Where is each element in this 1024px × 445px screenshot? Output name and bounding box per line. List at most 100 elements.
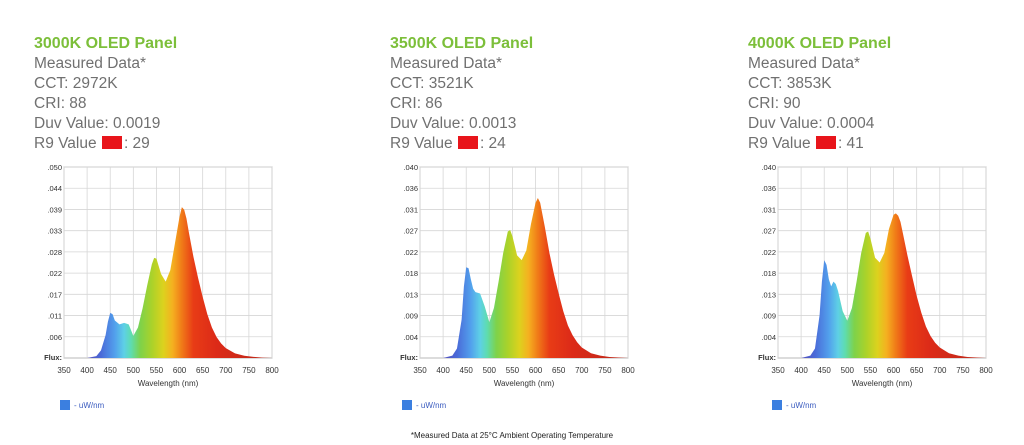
y-tick-label: .009 xyxy=(403,312,418,321)
legend-label: - uW/nm xyxy=(786,401,817,410)
y-tick-label: .028 xyxy=(47,248,62,257)
duv-value: Duv Value: 0.0013 xyxy=(390,115,517,132)
y-tick-label: .006 xyxy=(47,333,62,342)
r9-color-swatch xyxy=(457,136,478,149)
r9-value: : 24 xyxy=(479,135,506,152)
y-tick-label: .004 xyxy=(403,333,418,342)
cri-value: CRI: 86 xyxy=(390,95,443,112)
x-tick-label: 400 xyxy=(794,366,808,375)
y-tick-label: .017 xyxy=(47,290,62,299)
x-tick-label: 800 xyxy=(265,366,279,375)
y-tick-label: .027 xyxy=(761,227,776,236)
x-tick-label: 800 xyxy=(621,366,635,375)
legend-label: - uW/nm xyxy=(416,401,447,410)
x-tick-label: 600 xyxy=(529,366,543,375)
x-tick-label: 800 xyxy=(979,366,993,375)
x-tick-label: 550 xyxy=(150,366,164,375)
cct-value: CCT: 3853K xyxy=(748,75,832,92)
r9-row: R9 Value : 41 xyxy=(748,134,891,154)
x-tick-label: 450 xyxy=(818,366,832,375)
x-tick-label: 650 xyxy=(910,366,924,375)
footnote: *Measured Data at 25°C Ambient Operating… xyxy=(410,431,614,440)
spectrum-area xyxy=(77,207,272,358)
spectrum-area xyxy=(791,213,986,358)
x-tick-label: 700 xyxy=(219,366,233,375)
x-tick-label: 350 xyxy=(413,366,427,375)
r9-color-swatch xyxy=(101,136,122,149)
y-tick-label: .033 xyxy=(47,227,62,236)
legend-swatch xyxy=(772,400,782,410)
measured-label: Measured Data* xyxy=(390,55,503,72)
y-tick-label: .022 xyxy=(47,269,62,278)
y-tick-label: .040 xyxy=(761,163,776,172)
x-tick-label: 450 xyxy=(104,366,118,375)
x-tick-label: 700 xyxy=(575,366,589,375)
cct-value: CCT: 3521K xyxy=(390,75,474,92)
y-tick-label: .011 xyxy=(48,312,62,321)
y-tick-label: .013 xyxy=(761,290,776,299)
measured-label: Measured Data* xyxy=(34,55,147,72)
x-tick-label: 600 xyxy=(887,366,901,375)
panel-3500k: 3500K OLED Panel Measured Data* CCT: 352… xyxy=(390,0,720,430)
panel-title: 3500K OLED Panel xyxy=(390,35,534,52)
x-tick-label: 500 xyxy=(483,366,497,375)
cct-value: CCT: 2972K xyxy=(34,75,118,92)
x-tick-label: 550 xyxy=(506,366,520,375)
y-axis-label: Flux: xyxy=(400,353,418,362)
r9-value: : 41 xyxy=(837,135,864,152)
x-axis-label: Wavelength (nm) xyxy=(138,379,199,388)
x-tick-label: 700 xyxy=(933,366,947,375)
duv-value: Duv Value: 0.0004 xyxy=(748,115,875,132)
x-axis-label: Wavelength (nm) xyxy=(852,379,913,388)
r9-label: R9 Value xyxy=(390,135,453,152)
x-tick-label: 500 xyxy=(841,366,855,375)
y-axis-label: Flux: xyxy=(44,353,62,362)
y-axis-label: Flux: xyxy=(758,353,776,362)
x-tick-label: 750 xyxy=(598,366,612,375)
spectrum-chart-3500k: .040 .036 .031 .027 .022 .018 .013 .009 .004 Flux… xyxy=(400,163,635,388)
y-tick-label: .031 xyxy=(403,205,418,214)
legend-swatch xyxy=(402,400,412,410)
y-tick-label: .022 xyxy=(403,248,418,257)
r9-label: R9 Value xyxy=(748,135,811,152)
x-tick-label: 750 xyxy=(956,366,970,375)
y-tick-label: .031 xyxy=(761,205,776,214)
x-tick-label: 350 xyxy=(771,366,785,375)
x-tick-label: 500 xyxy=(127,366,141,375)
x-tick-label: 400 xyxy=(436,366,450,375)
spectrum-chart-3000k: .050 .044 .039 .033 .028 .022 .017 .011 .006 Flux… xyxy=(44,163,279,388)
chart-legend: - uW/nm xyxy=(402,400,446,410)
y-tick-label: .004 xyxy=(761,333,776,342)
panel-3000k: 3000K OLED Panel Measured Data* CCT: 297… xyxy=(34,0,364,430)
panel-title: 4000K OLED Panel xyxy=(748,35,892,52)
spectrum-area xyxy=(433,198,628,358)
duv-value: Duv Value: 0.0019 xyxy=(34,115,161,132)
panel-4000k: 4000K OLED Panel Measured Data* CCT: 385… xyxy=(748,0,1024,430)
chart-legend: - uW/nm xyxy=(60,400,104,410)
x-tick-label: 550 xyxy=(864,366,878,375)
y-tick-label: .036 xyxy=(403,184,418,193)
x-tick-label: 650 xyxy=(196,366,210,375)
x-axis-label: Wavelength (nm) xyxy=(494,379,555,388)
r9-row: R9 Value : 29 xyxy=(34,134,177,154)
panel-header: 4000K OLED Panel Measured Data* CCT: 385… xyxy=(748,34,891,154)
y-tick-label: .027 xyxy=(403,227,418,236)
r9-color-swatch xyxy=(815,136,836,149)
y-tick-label: .009 xyxy=(761,312,776,321)
y-tick-label: .018 xyxy=(761,269,776,278)
y-tick-label: .036 xyxy=(761,184,776,193)
x-tick-label: 750 xyxy=(242,366,256,375)
y-tick-label: .022 xyxy=(761,248,776,257)
cri-value: CRI: 88 xyxy=(34,95,87,112)
legend-label: - uW/nm xyxy=(74,401,105,410)
spectrum-chart-4000k: .040 .036 .031 .027 .022 .018 .013 .009 .004 Flux… xyxy=(758,163,993,388)
y-tick-label: .044 xyxy=(47,184,62,193)
cri-value: CRI: 90 xyxy=(748,95,801,112)
x-tick-label: 350 xyxy=(57,366,71,375)
y-tick-label: .018 xyxy=(403,269,418,278)
r9-label: R9 Value xyxy=(34,135,97,152)
x-tick-label: 600 xyxy=(173,366,187,375)
measured-label: Measured Data* xyxy=(748,55,861,72)
r9-value: : 29 xyxy=(123,135,150,152)
x-tick-label: 650 xyxy=(552,366,566,375)
